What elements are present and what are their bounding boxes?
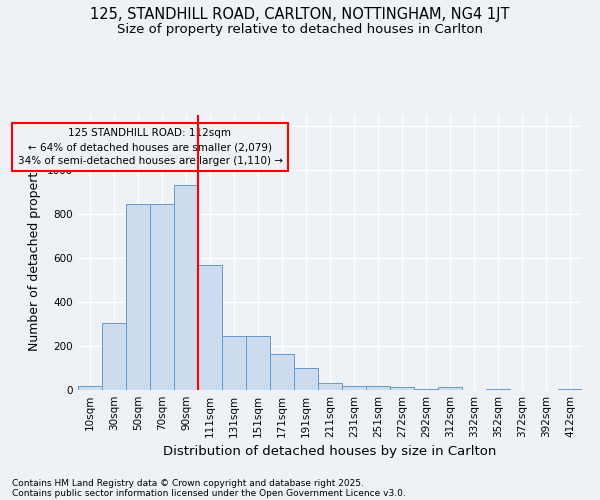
Bar	[126, 204, 150, 390]
Text: Contains HM Land Registry data © Crown copyright and database right 2025.: Contains HM Land Registry data © Crown c…	[12, 478, 364, 488]
Bar	[486, 389, 510, 390]
Bar	[270, 354, 294, 390]
Bar	[390, 388, 414, 390]
Bar	[174, 186, 198, 390]
Text: 125, STANDHILL ROAD, CARLTON, NOTTINGHAM, NG4 1JT: 125, STANDHILL ROAD, CARLTON, NOTTINGHAM…	[90, 8, 510, 22]
Bar	[414, 389, 438, 390]
Bar	[366, 386, 390, 390]
Bar	[558, 389, 582, 390]
Y-axis label: Number of detached properties: Number of detached properties	[28, 154, 41, 351]
Bar	[438, 388, 462, 390]
Bar	[294, 368, 318, 390]
Bar	[198, 264, 222, 390]
Bar	[246, 336, 270, 390]
Text: Contains public sector information licensed under the Open Government Licence v3: Contains public sector information licen…	[12, 488, 406, 498]
Bar	[318, 384, 342, 390]
Text: Size of property relative to detached houses in Carlton: Size of property relative to detached ho…	[117, 22, 483, 36]
Bar	[102, 323, 126, 390]
Bar	[150, 204, 174, 390]
X-axis label: Distribution of detached houses by size in Carlton: Distribution of detached houses by size …	[163, 446, 497, 458]
Text: 125 STANDHILL ROAD: 112sqm
← 64% of detached houses are smaller (2,079)
34% of s: 125 STANDHILL ROAD: 112sqm ← 64% of deta…	[17, 128, 283, 166]
Bar	[342, 386, 366, 390]
Bar	[78, 386, 102, 390]
Bar	[222, 336, 246, 390]
